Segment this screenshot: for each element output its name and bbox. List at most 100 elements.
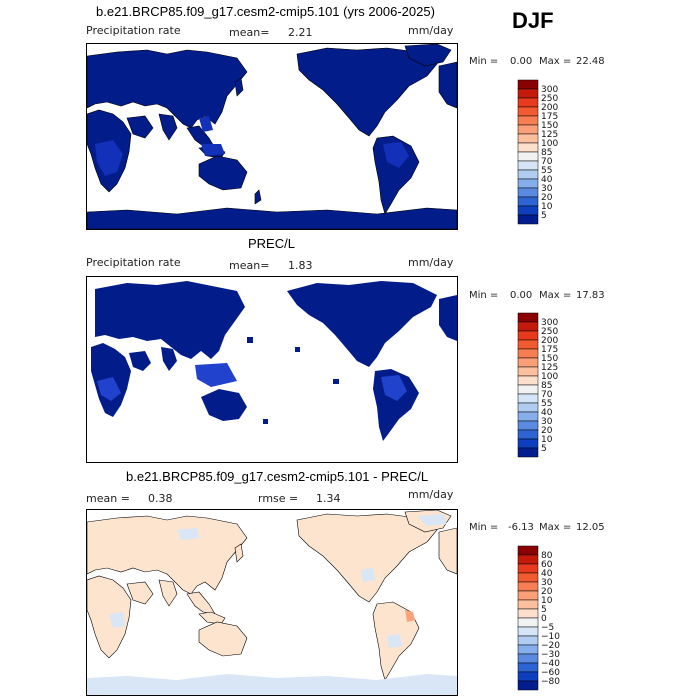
panel1-mean-label: mean= — [229, 26, 270, 39]
colorbar-swatch — [517, 142, 539, 153]
panel3-land-eurasia — [87, 515, 248, 595]
panel3-max-label: Max = — [539, 522, 572, 533]
panel1-land-antarctica — [87, 207, 457, 229]
colorbar-tick-label: 40 — [541, 569, 553, 579]
colorbar-tick-label: 60 — [541, 560, 553, 570]
panel2-island-1 — [247, 337, 253, 343]
colorbar-tick-label: 55 — [541, 399, 552, 409]
colorbar-tick-label: 20 — [541, 587, 553, 597]
colorbar-tick-label: 0 — [541, 614, 547, 624]
colorbar-tick-label: 300 — [541, 318, 558, 328]
colorbar-tick-label: 200 — [541, 336, 558, 346]
panel3-neg-arctic — [417, 514, 447, 526]
colorbar-tick-label: 125 — [541, 130, 558, 140]
panel3-land-europe-east — [438, 527, 457, 575]
colorbar-swatch — [517, 545, 539, 556]
colorbar-tick-label: 70 — [541, 157, 553, 167]
season-label: DJF — [512, 8, 554, 33]
panel1-max-value: 22.48 — [576, 56, 605, 67]
colorbar-tick-label: 20 — [541, 193, 553, 203]
panel1-min-label: Min = — [469, 56, 499, 67]
panel1-land-nz — [254, 189, 262, 205]
colorbar-swatch — [517, 366, 539, 377]
panel3-map-svg — [87, 510, 457, 695]
colorbar-swatch — [517, 554, 539, 565]
panel1-variable-label: Precipitation rate — [86, 24, 181, 37]
panel3-colorbar: 80 60 40 30 20 10 5 0 −5 −10 −20 −30 −40 −60 −80 — [517, 545, 578, 692]
colorbar-swatch — [517, 411, 539, 422]
panel2-units: mm/day — [408, 256, 454, 269]
panel2-mean-value: 1.83 — [288, 259, 313, 272]
panel1-land-northamerica — [296, 47, 438, 137]
colorbar-swatch — [517, 115, 539, 126]
colorbar-tick-label: −40 — [541, 659, 560, 669]
colorbar-swatch — [517, 671, 539, 682]
colorbar-tick-label: −60 — [541, 668, 560, 678]
colorbar-tick-label: 250 — [541, 94, 558, 104]
panel3-rmse-label: rmse = — [258, 492, 299, 505]
panel1-wet-maritime — [199, 116, 213, 132]
panel1-land-arabia — [126, 115, 154, 139]
colorbar-tick-label: 300 — [541, 85, 558, 95]
panel1-wet-amazon — [383, 142, 409, 168]
colorbar-swatch — [517, 626, 539, 637]
panel2-wet-amazon — [381, 375, 407, 401]
panel2-land-arabia — [129, 351, 151, 371]
colorbar-swatch — [517, 178, 539, 189]
colorbar-tick-label: −5 — [541, 623, 554, 633]
panel2-wet-maritime — [195, 363, 237, 387]
colorbar-swatch — [517, 106, 539, 117]
colorbar-tick-label: 10 — [541, 435, 553, 445]
colorbar-swatch — [517, 644, 539, 655]
colorbar-swatch — [517, 79, 539, 90]
colorbar-tick-label: 30 — [541, 184, 553, 194]
colorbar-swatch — [517, 581, 539, 592]
panel3-min-label: Min = — [469, 522, 499, 533]
colorbar-swatch — [517, 375, 539, 386]
colorbar-swatch — [517, 420, 539, 431]
panel3-neg-sa — [387, 634, 403, 648]
panel3-land-india — [158, 579, 178, 607]
panel3-land-japan — [234, 543, 244, 563]
colorbar-tick-label: 5 — [541, 444, 547, 454]
colorbar-swatch — [517, 384, 539, 395]
panel1-land-india — [158, 113, 178, 141]
colorbar-swatch — [517, 88, 539, 99]
colorbar-tick-label: 85 — [541, 148, 552, 158]
panel2-land-europe-east — [439, 295, 457, 341]
colorbar-tick-label: 10 — [541, 202, 553, 212]
panel2-island-4 — [263, 419, 268, 424]
panel3-rmse-value: 1.34 — [316, 492, 341, 505]
colorbar-swatch — [517, 339, 539, 350]
panel3-map — [86, 509, 458, 696]
colorbar-swatch — [517, 169, 539, 180]
panel1-colorbar: 300 250 200 175 150 125 100 85 70 55 40 30 20 10 5 — [517, 79, 578, 226]
panel2-island-3 — [333, 379, 339, 384]
colorbar-tick-label: 80 — [541, 551, 553, 561]
panel1-land-greenland — [404, 44, 452, 67]
panel2-title: PREC/L — [248, 236, 295, 251]
panel3-land-africa — [87, 575, 132, 659]
colorbar-tick-label: 200 — [541, 103, 558, 113]
panel1-mean-value: 2.21 — [288, 26, 313, 39]
panel2-land-australia — [201, 389, 247, 421]
colorbar-tick-label: 175 — [541, 112, 558, 122]
colorbar-tick-label: −10 — [541, 632, 560, 642]
panel3-neg-asia — [177, 528, 199, 540]
panel2-wet-africa — [97, 377, 121, 401]
colorbar-swatch — [517, 662, 539, 673]
panel2-land-eurasia — [95, 281, 245, 359]
colorbar-tick-label: 100 — [541, 139, 558, 149]
colorbar-tick-label: 250 — [541, 327, 558, 337]
panel3-land-australia — [198, 621, 248, 657]
panel2-map-svg — [91, 281, 457, 441]
colorbar-swatch — [517, 438, 539, 449]
colorbar-swatch — [517, 348, 539, 359]
colorbar-tick-label: 30 — [541, 417, 553, 427]
panel1-min-value: 0.00 — [510, 56, 533, 67]
panel3-land-indonesia — [198, 611, 226, 625]
colorbar-swatch — [517, 572, 539, 583]
